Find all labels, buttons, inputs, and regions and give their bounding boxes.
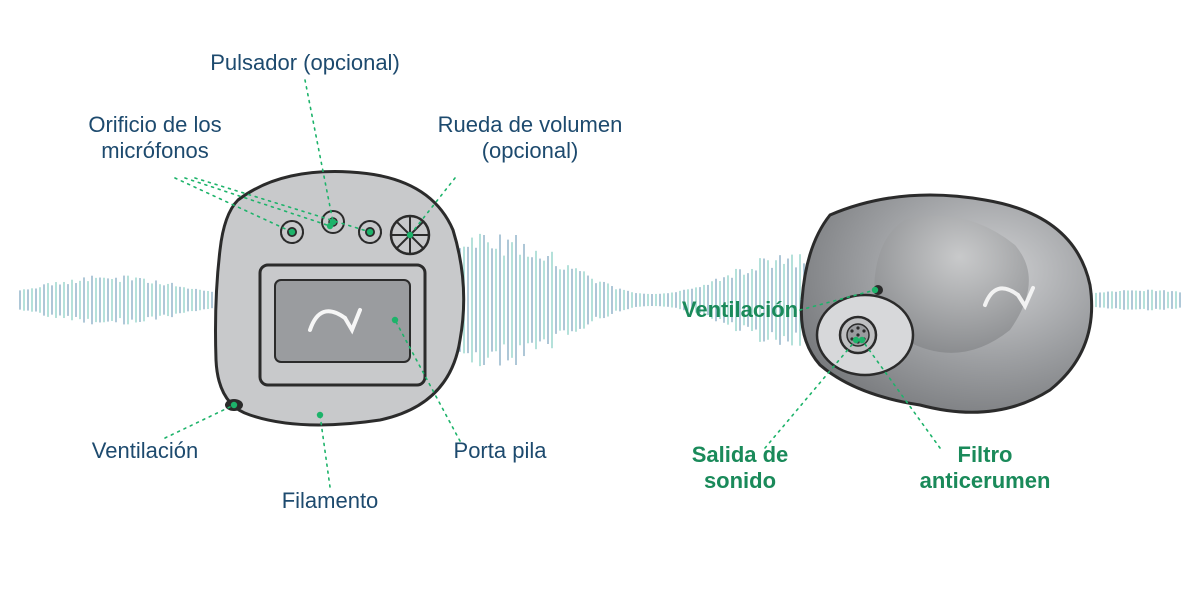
- label-pulsador: Pulsador (opcional): [200, 50, 410, 76]
- diagram-canvas: [0, 0, 1195, 598]
- label-filamento: Filamento: [270, 488, 390, 514]
- label-microfonos: Orificio de los micrófonos: [60, 112, 250, 165]
- device-right: [801, 195, 1091, 412]
- label-portapila: Porta pila: [440, 438, 560, 464]
- label-ventilacion1: Ventilación: [80, 438, 210, 464]
- label-rueda: Rueda de volumen (opcional): [420, 112, 640, 165]
- label-ventilacion2: Ventilación: [670, 297, 810, 323]
- label-salida: Salida de sonido: [680, 442, 800, 495]
- label-filtro: Filtro anticerumen: [910, 442, 1060, 495]
- device-left: [216, 172, 464, 425]
